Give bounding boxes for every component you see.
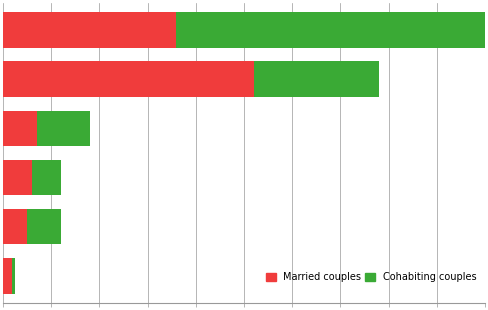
Bar: [3, 12, 177, 47]
Bar: [3, 258, 12, 294]
Bar: [37, 111, 90, 146]
Bar: [27, 209, 61, 245]
Bar: [3, 160, 32, 195]
Bar: [3, 61, 254, 97]
Bar: [3, 209, 27, 245]
Bar: [3, 111, 37, 146]
Bar: [12, 258, 15, 294]
Bar: [177, 12, 485, 47]
Bar: [254, 61, 379, 97]
Legend: Married couples, Cohabiting couples: Married couples, Cohabiting couples: [262, 268, 480, 286]
Bar: [32, 160, 61, 195]
